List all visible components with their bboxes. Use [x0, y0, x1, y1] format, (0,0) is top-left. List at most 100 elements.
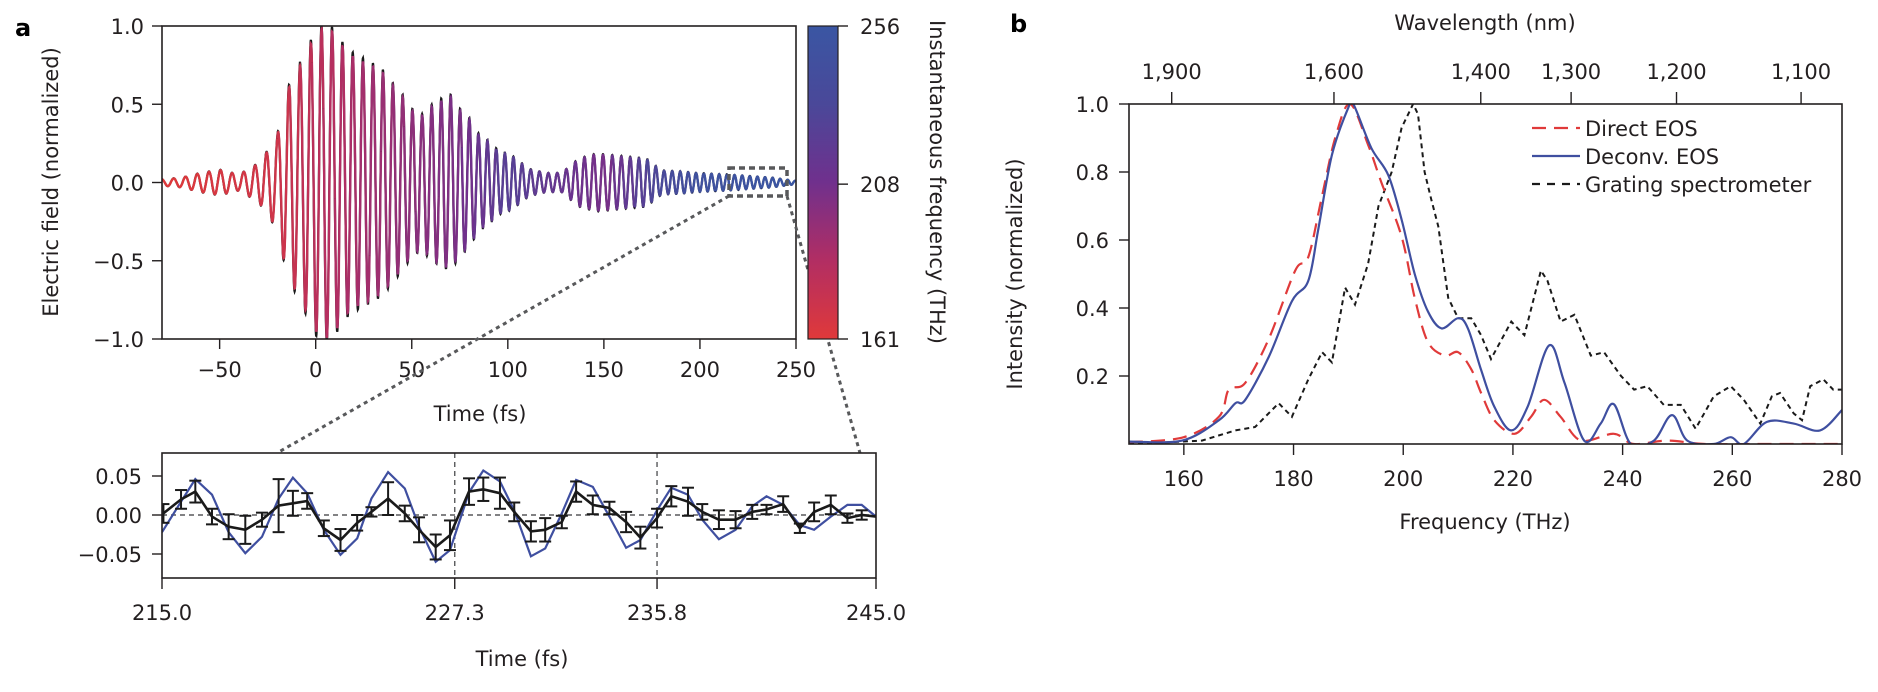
y-tick-label: −0.05: [78, 543, 142, 567]
x-axis-inset: 215.0 227.3 235.8 245.0: [132, 578, 906, 625]
legend-item: Direct EOS: [1532, 117, 1698, 141]
x-axis-title-a: Time (fs): [433, 402, 527, 426]
x-axis-title-inset: Time (fs): [475, 647, 569, 671]
y-tick-label: 0.2: [1076, 365, 1109, 389]
reconstructed-field-segment: [195, 172, 210, 194]
y-axis-title-b: Intensity (normalized): [1003, 158, 1027, 389]
top-tick-label: 1,900: [1142, 60, 1202, 84]
reconstructed-field-segment: [218, 168, 233, 195]
y-tick-label: 1.0: [111, 15, 144, 39]
reconstructed-field-segment: [425, 103, 440, 266]
reconstructed-field-segment: [529, 168, 544, 196]
y-tick-label: −0.5: [93, 250, 144, 274]
reconstructed-field-segment: [587, 153, 602, 212]
x-tick-label: 227.3: [425, 601, 485, 625]
reconstructed-field-segment: [230, 171, 244, 192]
reconstructed-field-segment: [656, 169, 671, 197]
reconstructed-field-segment: [749, 175, 762, 190]
y-tick-label: 0.8: [1076, 161, 1109, 185]
reconstructed-field-segment: [564, 160, 579, 201]
top-tick-label: 1,100: [1771, 60, 1831, 84]
reconstructed-field-segment: [518, 162, 532, 199]
x-tick-label: 260: [1712, 467, 1752, 491]
x-tick-label: 240: [1603, 467, 1643, 491]
x-axis-title-b: Frequency (THz): [1399, 510, 1570, 534]
colorbar-ticks: 256 208 161: [838, 15, 900, 352]
reconstructed-field-segment: [610, 153, 625, 211]
reconstructed-field-segment: [333, 44, 348, 329]
reconstructed-field-segment: [691, 171, 705, 194]
y-axis-a: 1.0 0.5 0.0 −0.5 −1.0: [93, 15, 162, 352]
zoom-connector-left: [276, 194, 730, 455]
reconstructed-field-segment: [206, 170, 221, 196]
reconstructed-field-segment: [644, 158, 659, 203]
colorbar-tick-label: 208: [860, 173, 900, 197]
legend-label: Direct EOS: [1585, 117, 1698, 141]
reconstructed-field-segment: [264, 138, 279, 223]
x-axis-a: −50 0 50 100 150 200 250: [197, 339, 816, 382]
x-tick-label: 280: [1822, 467, 1862, 491]
reconstructed-field-segment: [449, 93, 463, 264]
top-axis-title-b: Wavelength (nm): [1394, 11, 1575, 35]
spectrum-traces: [1129, 104, 1842, 444]
inset-traces: [162, 468, 876, 564]
reconstructed-field-segment: [287, 61, 302, 291]
x-axis-b: 160 180 200 220 240 260 280: [1164, 444, 1862, 491]
series-line-grating-spectrometer: [1129, 104, 1842, 444]
reconstructed-field-segment: [162, 177, 175, 188]
error-bar: [162, 503, 170, 524]
y-tick-label: 0.05: [95, 465, 142, 489]
top-tick-label: 1,200: [1646, 60, 1706, 84]
reconstructed-field-segment: [760, 175, 774, 189]
reference-line: [162, 468, 876, 564]
reconstructed-field-segment: [668, 169, 682, 195]
colorbar-gradient: [807, 25, 839, 340]
x-tick-label: −50: [197, 358, 241, 382]
reconstructed-field-segment: [310, 26, 325, 332]
x-tick-label: 215.0: [132, 601, 192, 625]
y-tick-label: 1.0: [1076, 93, 1109, 117]
colorbar-tick-label: 161: [860, 328, 900, 352]
top-tick-label: 1,600: [1304, 60, 1364, 84]
y-axis-inset: 0.05 0.00 −0.05: [78, 465, 162, 567]
zoom-region-box: [727, 166, 789, 198]
reconstructed-field-segment: [703, 172, 717, 193]
x-tick-label: 200: [1383, 467, 1423, 491]
y-tick-label: 0.6: [1076, 229, 1109, 253]
panel-a-main-plot: 1.00.50.0−0.5−1.0 −50 0 50 100 150 200 250 Tim…: [39, 15, 862, 455]
panel-a-label: a: [15, 14, 31, 42]
inset-guides: [162, 453, 876, 578]
reconstructed-field-segment: [541, 171, 556, 194]
x-tick-label: 160: [1164, 467, 1204, 491]
x-tick-label: 150: [584, 358, 624, 382]
reconstructed-field-segment: [253, 156, 267, 207]
reconstructed-field-segment: [276, 89, 290, 260]
reconstructed-field-segment: [506, 155, 521, 213]
reconstructed-field-segment: [633, 156, 648, 209]
legend: Direct EOS Deconv. EOS Grating spectromete…: [1532, 117, 1812, 197]
reconstructed-field-segment: [495, 148, 509, 215]
y-tick-label: 0.0: [111, 172, 144, 196]
legend-item: Deconv. EOS: [1532, 145, 1719, 169]
colorbar: 256 208 161 Instantaneous frequency (THz): [807, 15, 949, 352]
reconstructed-field-segment: [241, 167, 256, 198]
colorbar-tick-label: 256: [860, 15, 900, 39]
measured-line: [162, 487, 876, 549]
reconstructed-field-segment: [414, 113, 429, 257]
y-tick-label: 0.4: [1076, 297, 1109, 321]
reconstructed-field-segment: [322, 29, 337, 338]
y-axis-b: 0.2 0.4 0.6 0.8 1.0: [1076, 93, 1129, 389]
reconstructed-field-segment: [437, 100, 452, 268]
y-tick-label: −1.0: [93, 328, 144, 352]
x-tick-label: 235.8: [627, 601, 687, 625]
reconstructed-field-segment: [772, 177, 786, 188]
top-tick-label: 1,400: [1451, 60, 1511, 84]
reconstructed-field-segment: [483, 137, 498, 223]
reconstructed-field-segment: [345, 55, 360, 316]
x-tick-label: 250: [776, 358, 816, 382]
legend-label: Grating spectrometer: [1585, 173, 1812, 197]
x-tick-label: 220: [1493, 467, 1533, 491]
top-tick-label: 1,300: [1541, 60, 1601, 84]
reconstructed-field-segment: [391, 81, 406, 275]
plot-frame-b: [1128, 103, 1843, 445]
